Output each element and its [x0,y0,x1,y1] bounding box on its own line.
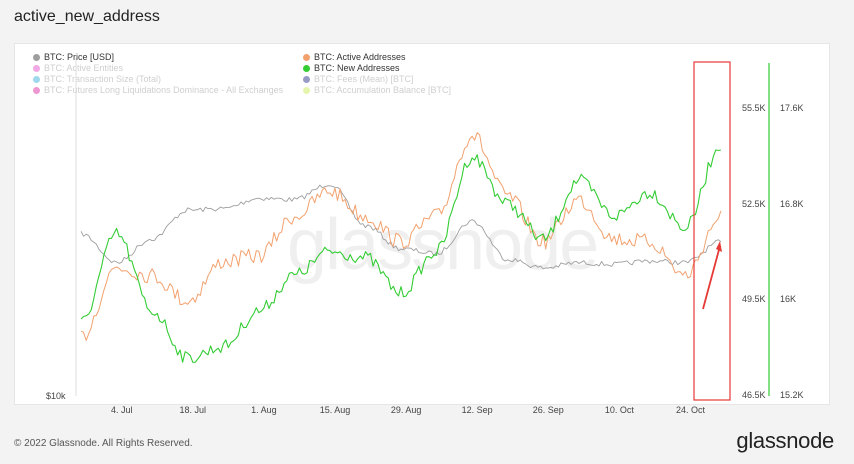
x-tick-label: 10. Oct [605,405,635,415]
legend-label: BTC: Active Entities [44,63,124,73]
y-ticks: $10k 55.5K 52.5K 49.5K 46.5K 17.6K 16.8K 16K 15.… [46,103,804,401]
legend-dot-icon [33,75,40,83]
legend-dot-icon [33,86,40,94]
legend-item[interactable]: BTC: Price [USD] [33,52,114,62]
red-arrow [702,245,721,310]
axis-lines [75,58,770,396]
legend-label: BTC: Fees (Mean) [BTC] [314,74,414,84]
x-tick-label: 29. Aug [391,405,422,415]
red-arrow-head [716,241,722,252]
legend-label: BTC: Price [USD] [44,52,115,62]
active-addresses-tick-label: 52.5K [742,199,766,209]
active-addresses-tick-label: 46.5K [742,390,766,400]
legend-dot-icon [303,75,310,83]
x-tick-label: 24. Oct [676,405,706,415]
price-line [80,184,722,270]
highlight-rectangle [693,61,731,401]
legend-item[interactable]: BTC: Active Addresses [303,52,406,62]
legend-label: BTC: Accumulation Balance [BTC] [314,85,452,95]
legend-item[interactable]: BTC: Accumulation Balance [BTC] [303,85,451,95]
legend-dot-icon [33,53,40,61]
legend-item[interactable]: BTC: Transaction Size (Total) [33,74,161,84]
legend-label: BTC: Transaction Size (Total) [44,74,162,84]
page-title: active_new_address [14,8,160,25]
legend-item[interactable]: BTC: Futures Long Liquidations Dominance… [33,85,283,95]
x-tick-label: 12. Sep [462,405,493,415]
legend-item[interactable]: BTC: New Addresses [303,63,400,73]
new-addresses-line [80,149,722,363]
legend-label: BTC: New Addresses [314,63,400,73]
series-new-addresses [80,149,722,363]
annotations [693,61,731,401]
legend-label: BTC: Futures Long Liquidations Dominance… [44,85,284,95]
x-tick-label: 15. Aug [320,405,351,415]
new-addresses-tick-label: 16.8K [780,199,804,209]
x-ticks: 4. Jul 18. Jul 1. Aug 15. Aug 29. Aug 12. Sep… [111,405,706,415]
legend-dot-icon [33,64,40,72]
series-active-addresses [80,132,722,341]
price-tick-label: $10k [46,391,66,401]
x-tick-label: 26. Sep [533,405,564,415]
x-tick-label: 4. Jul [111,405,133,415]
new-addresses-tick-label: 15.2K [780,390,804,400]
glassnode-logo[interactable]: glassnode [736,428,834,453]
new-addresses-tick-label: 16K [780,294,796,304]
x-tick-label: 18. Jul [180,405,207,415]
new-addresses-tick-label: 17.6K [780,103,804,113]
active-addresses-tick-label: 49.5K [742,294,766,304]
x-tick-label: 1. Aug [251,405,277,415]
legend-label: BTC: Active Addresses [314,52,406,62]
legend-item[interactable]: BTC: Active Entities [33,63,123,73]
footer-copyright: © 2022 Glassnode. All Rights Reserved. [14,438,193,449]
active-addresses-tick-label: 55.5K [742,103,766,113]
legend-dot-icon [303,64,310,72]
legend-dot-icon [303,86,310,94]
active-addresses-line [80,132,722,341]
legend-dot-icon [303,53,310,61]
legend-item[interactable]: BTC: Fees (Mean) [BTC] [303,74,414,84]
series-price [80,184,722,270]
